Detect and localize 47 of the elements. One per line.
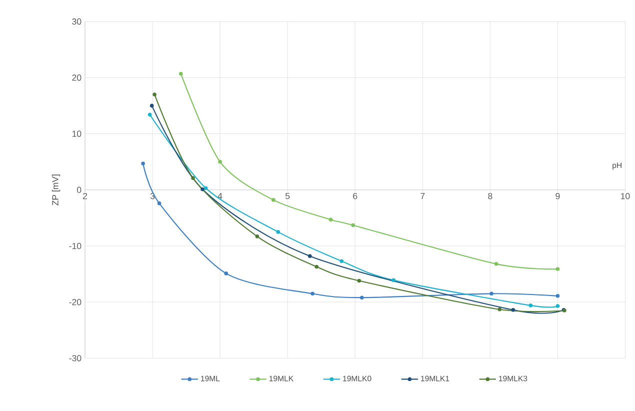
y-tick-label: 0 <box>77 186 82 193</box>
x-tick-label: 7 <box>420 192 425 199</box>
point <box>218 160 222 164</box>
point <box>528 304 533 308</box>
y-axis-title: ZP [mV] <box>52 174 60 206</box>
point <box>178 72 183 76</box>
x-tick-label: 2 <box>83 192 87 200</box>
point <box>511 308 516 312</box>
point <box>310 292 314 296</box>
point <box>271 198 276 202</box>
point <box>204 186 208 190</box>
point <box>357 278 362 283</box>
point <box>498 307 502 312</box>
point <box>392 278 396 282</box>
point <box>360 296 364 300</box>
point <box>200 187 204 192</box>
y-tick-label: 10 <box>72 130 82 137</box>
point <box>191 176 195 180</box>
point <box>224 272 228 276</box>
point <box>148 112 152 117</box>
x-tick-label: 6 <box>353 192 358 200</box>
point <box>340 259 344 264</box>
x-tick-label: 9 <box>556 192 560 200</box>
y-tick-label: -30 <box>69 355 82 362</box>
x-tick-label: 10 <box>621 192 630 200</box>
point <box>255 234 260 238</box>
x-tick-label: 8 <box>488 192 492 200</box>
point <box>141 162 145 166</box>
point <box>494 262 498 266</box>
point <box>556 267 560 271</box>
point <box>490 292 494 296</box>
x-tick-label: 5 <box>285 192 290 200</box>
point <box>150 104 154 108</box>
y-tick-label: -10 <box>69 242 82 250</box>
point <box>328 218 333 222</box>
point <box>556 294 560 298</box>
point <box>314 264 319 269</box>
point <box>152 92 156 96</box>
point <box>351 223 355 228</box>
y-tick-label: -20 <box>69 298 82 306</box>
point <box>157 201 162 206</box>
y-tick-label: 30 <box>72 18 82 25</box>
point <box>276 230 280 234</box>
x-tick-label: 4 <box>218 192 222 199</box>
point <box>556 304 560 308</box>
point <box>308 254 312 258</box>
y-tick-label: 20 <box>72 74 82 81</box>
